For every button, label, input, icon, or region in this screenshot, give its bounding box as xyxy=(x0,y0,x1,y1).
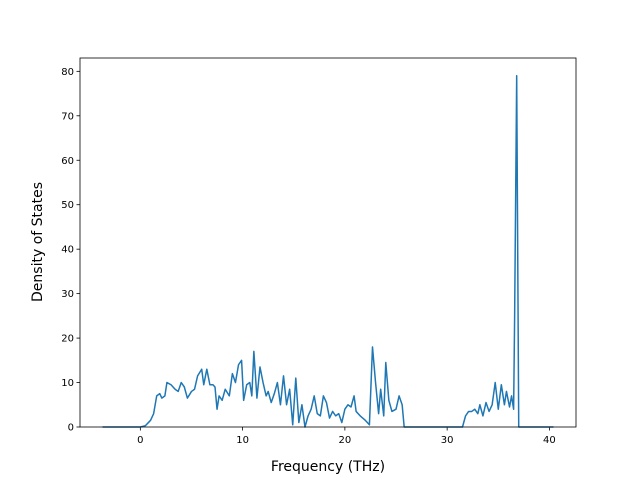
y-axis-label: Density of States xyxy=(30,182,46,302)
x-tick-label: 30 xyxy=(441,435,454,446)
y-tick-label: 40 xyxy=(61,245,74,256)
y-tick-label: 80 xyxy=(61,67,74,78)
y-tick-label: 10 xyxy=(61,378,74,389)
y-tick-label: 20 xyxy=(61,334,74,345)
y-tick-label: 50 xyxy=(61,200,74,211)
plot-frame xyxy=(79,57,577,428)
y-tick-label: 60 xyxy=(61,156,74,167)
y-tick-label: 70 xyxy=(61,111,74,122)
x-tick-label: 0 xyxy=(137,435,143,446)
x-tick-label: 10 xyxy=(236,435,249,446)
x-axis-label: Frequency (THz) xyxy=(271,459,385,475)
y-tick-label: 0 xyxy=(68,423,74,434)
line-series xyxy=(102,75,554,428)
x-tick-label: 20 xyxy=(339,435,352,446)
y-tick-label: 30 xyxy=(61,289,74,300)
x-tick-label: 40 xyxy=(543,435,556,446)
